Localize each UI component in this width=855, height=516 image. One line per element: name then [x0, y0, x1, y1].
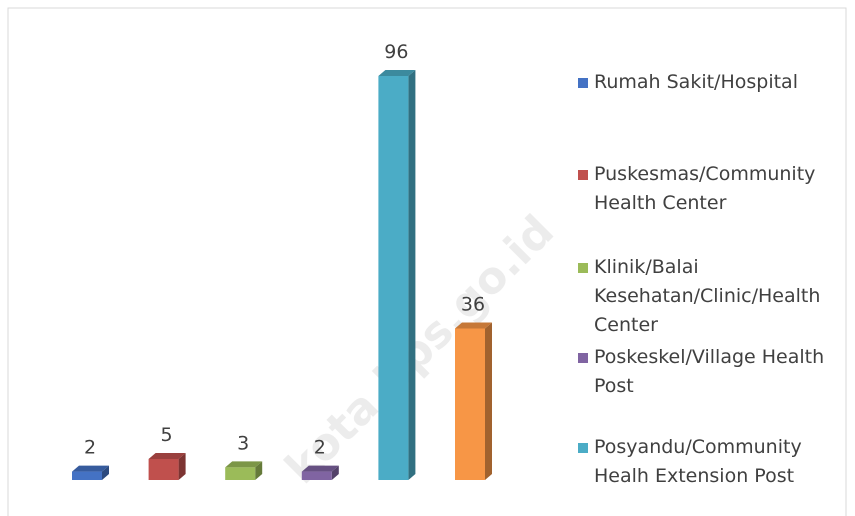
bar-side — [178, 452, 186, 480]
bar-top — [301, 465, 339, 472]
bar-front — [378, 76, 409, 480]
bar — [378, 70, 416, 480]
data-label: 2 — [314, 437, 326, 459]
bar — [455, 322, 492, 480]
bar-side — [102, 465, 109, 480]
legend-swatch — [578, 353, 588, 363]
bar-top — [378, 70, 416, 76]
bar — [148, 452, 186, 480]
legend-swatch — [578, 443, 588, 453]
bar-side — [331, 465, 339, 480]
bar-side — [408, 70, 416, 480]
data-label: 5 — [161, 424, 173, 446]
bar-side — [255, 461, 263, 480]
data-label: 2 — [84, 437, 96, 459]
legend-label: Rumah Sakit/Hospital — [594, 71, 798, 93]
bar-front — [148, 458, 179, 480]
bar — [301, 465, 339, 480]
bar-top — [225, 461, 263, 468]
bar-front — [225, 467, 256, 480]
bar-top — [72, 465, 109, 472]
legend-swatch — [578, 263, 588, 273]
legend-label: Posyandu/Community Healh Extension Post — [594, 436, 802, 487]
bar-front — [72, 471, 102, 480]
bar — [225, 461, 263, 480]
bar-front — [455, 328, 485, 480]
data-label: 36 — [461, 294, 485, 316]
legend-label: Puskesmas/Community Health Center — [594, 163, 816, 214]
legend-label: Poskeskel/Village Health Post — [594, 346, 825, 397]
bar-front — [301, 471, 332, 480]
legend-label: Klinik/Balai Kesehatan/Clinic/Health Cen… — [594, 256, 821, 336]
legend-swatch — [578, 170, 588, 180]
bar-top — [148, 452, 186, 459]
data-label: 3 — [237, 432, 249, 454]
legend-swatch — [578, 78, 588, 88]
chart-frame — [7, 7, 847, 516]
data-label: 96 — [384, 41, 408, 63]
bar — [72, 465, 109, 480]
bar-side — [485, 322, 492, 480]
bar-top — [455, 322, 492, 329]
